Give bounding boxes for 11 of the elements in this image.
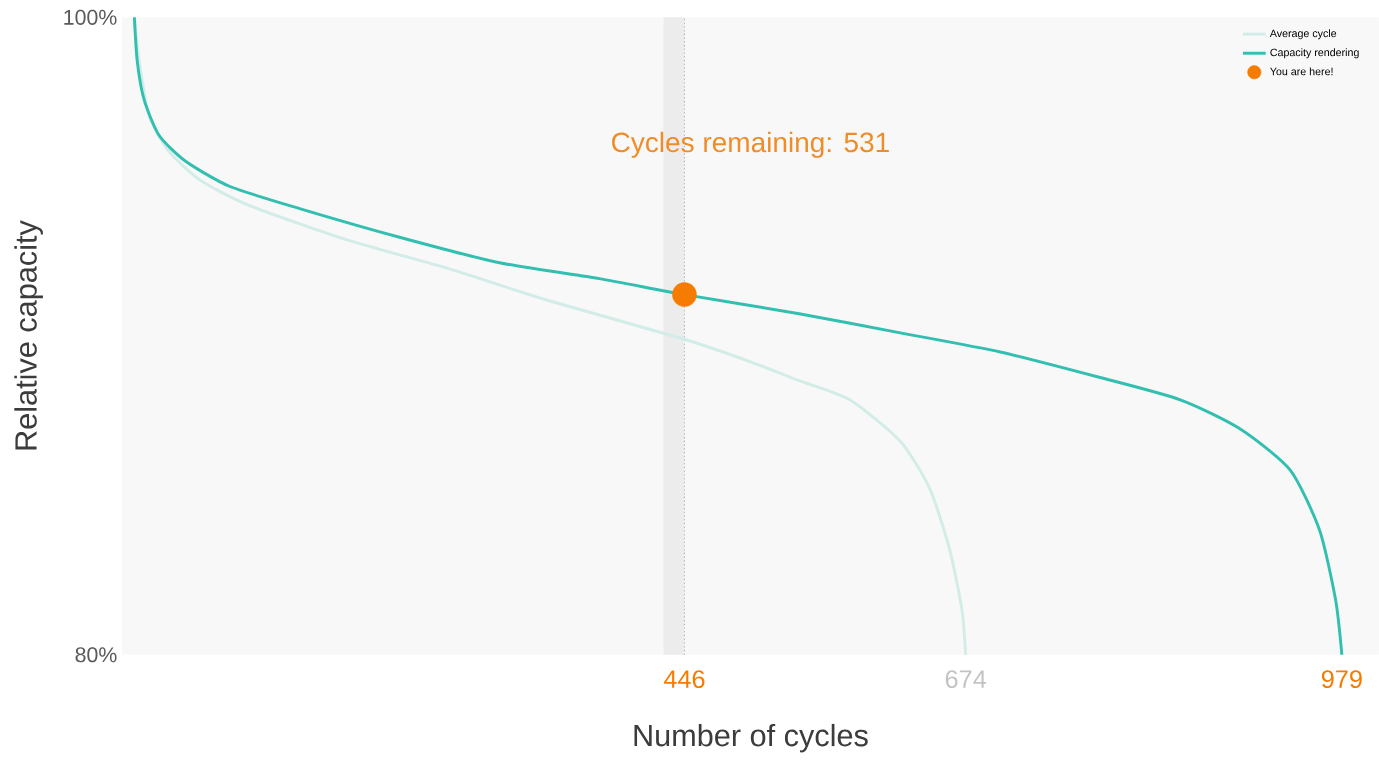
- x-tick-label: 446: [663, 669, 705, 688]
- legend-label: Average cycle: [1269, 29, 1337, 40]
- x-axis-title: Number of cycles: [634, 723, 868, 753]
- legend-label: You are here!: [1270, 67, 1333, 76]
- legend-label: Capacity rendering: [1270, 48, 1359, 59]
- y-tick-label: 100%: [64, 9, 117, 25]
- x-tick-label: 674: [945, 669, 987, 688]
- annotation: Cycles remaining: 531: [612, 131, 889, 158]
- y-axis-title: Relative capacity: [14, 220, 43, 450]
- y-tick-label: 80%: [75, 646, 117, 663]
- x-tick-label: 979: [1321, 669, 1362, 688]
